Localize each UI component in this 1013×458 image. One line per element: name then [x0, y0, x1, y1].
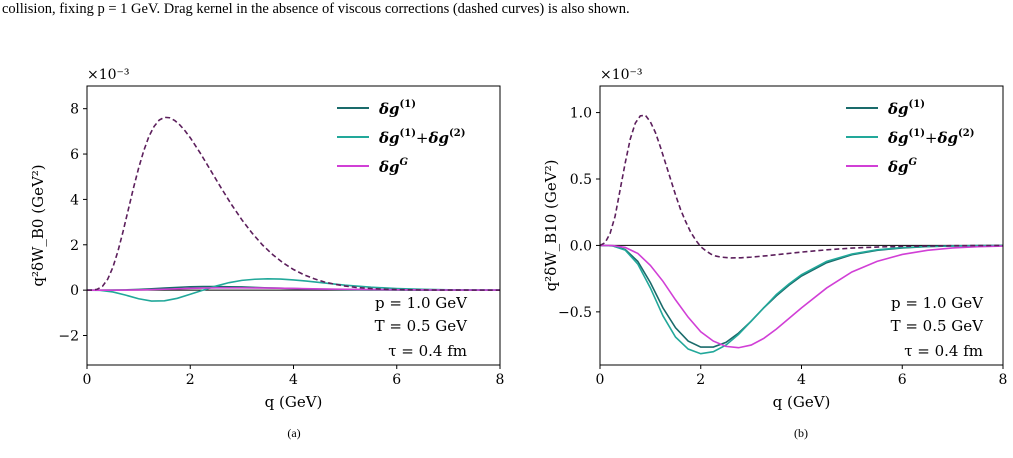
annotation-text: T = 0.5 GeV — [375, 317, 469, 335]
y-tick-label: 0 — [70, 283, 79, 299]
legend-label: δgG — [378, 157, 409, 176]
dashed-series-line — [599, 114, 1004, 259]
x-tick-label: 4 — [289, 372, 298, 388]
legend: δg(1) δg(1)+δg(2) δgG — [337, 99, 465, 176]
legend-label: δg(1) — [378, 99, 416, 118]
x-tick-label: 6 — [898, 372, 907, 388]
panel-label: (b) — [794, 426, 808, 440]
x-tick-label: 8 — [496, 372, 505, 388]
series-line-1 — [599, 244, 1004, 355]
y-axis-label: q²δW_B10 (GeV²) — [542, 160, 560, 292]
x-tick-label: 2 — [696, 372, 705, 388]
y-axis-label: q²δW_B0 (GeV²) — [29, 164, 47, 286]
y-tick-label: −2 — [58, 329, 79, 345]
series-line-1 — [86, 277, 501, 302]
annotation-text: T = 0.5 GeV — [891, 317, 985, 335]
annotation-text: τ = 0.4 fm — [388, 342, 467, 360]
series-line-2 — [599, 244, 1004, 349]
scale-label: ×10⁻³ — [87, 67, 130, 83]
legend-label: δg(1)+δg(2) — [887, 128, 974, 147]
y-tick-label: 6 — [70, 147, 79, 163]
y-tick-label: 2 — [70, 238, 79, 254]
y-tick-label: 0.0 — [570, 238, 592, 254]
x-tick-label: 0 — [83, 372, 92, 388]
x-axis-label: q (GeV) — [265, 393, 323, 411]
y-tick-label: −0.5 — [558, 305, 592, 321]
y-tick-label: 0.5 — [570, 172, 592, 188]
x-tick-label: 4 — [797, 372, 806, 388]
legend-label: δg(1)+δg(2) — [378, 128, 465, 147]
y-tick-label: 8 — [70, 102, 79, 118]
y-tick-label: 1.0 — [570, 106, 592, 122]
x-tick-label: 6 — [392, 372, 401, 388]
scale-label: ×10⁻³ — [600, 67, 643, 83]
annotation-text: τ = 0.4 fm — [904, 342, 983, 360]
dashed-series-line — [86, 116, 501, 291]
legend-label: δgG — [887, 157, 918, 176]
x-tick-label: 2 — [186, 372, 195, 388]
legend: δg(1) δg(1)+δg(2) δgG — [846, 99, 974, 176]
x-axis-label: q (GeV) — [773, 393, 831, 411]
annotation-text: p = 1.0 GeV — [375, 294, 468, 312]
panel-label: (a) — [287, 426, 300, 440]
x-tick-label: 0 — [596, 372, 605, 388]
y-tick-label: 4 — [70, 192, 79, 208]
figure-caption: collision, fixing p = 1 GeV. Drag kernel… — [2, 1, 630, 17]
chart-panel-b: 0 2 4 6 8 −0.5 0.0 0.5 1.0 ×10⁻³ q (GeV) q²δW_B10 (… — [542, 67, 1007, 440]
chart-panel-a: 0 2 4 6 8 −2 0 2 4 6 8 ×10⁻³ q (GeV) q²δW_B0 (GeV²) δg… — [29, 67, 504, 440]
legend-label: δg(1) — [887, 99, 925, 118]
x-tick-label: 8 — [999, 372, 1008, 388]
annotation-text: p = 1.0 GeV — [891, 294, 984, 312]
